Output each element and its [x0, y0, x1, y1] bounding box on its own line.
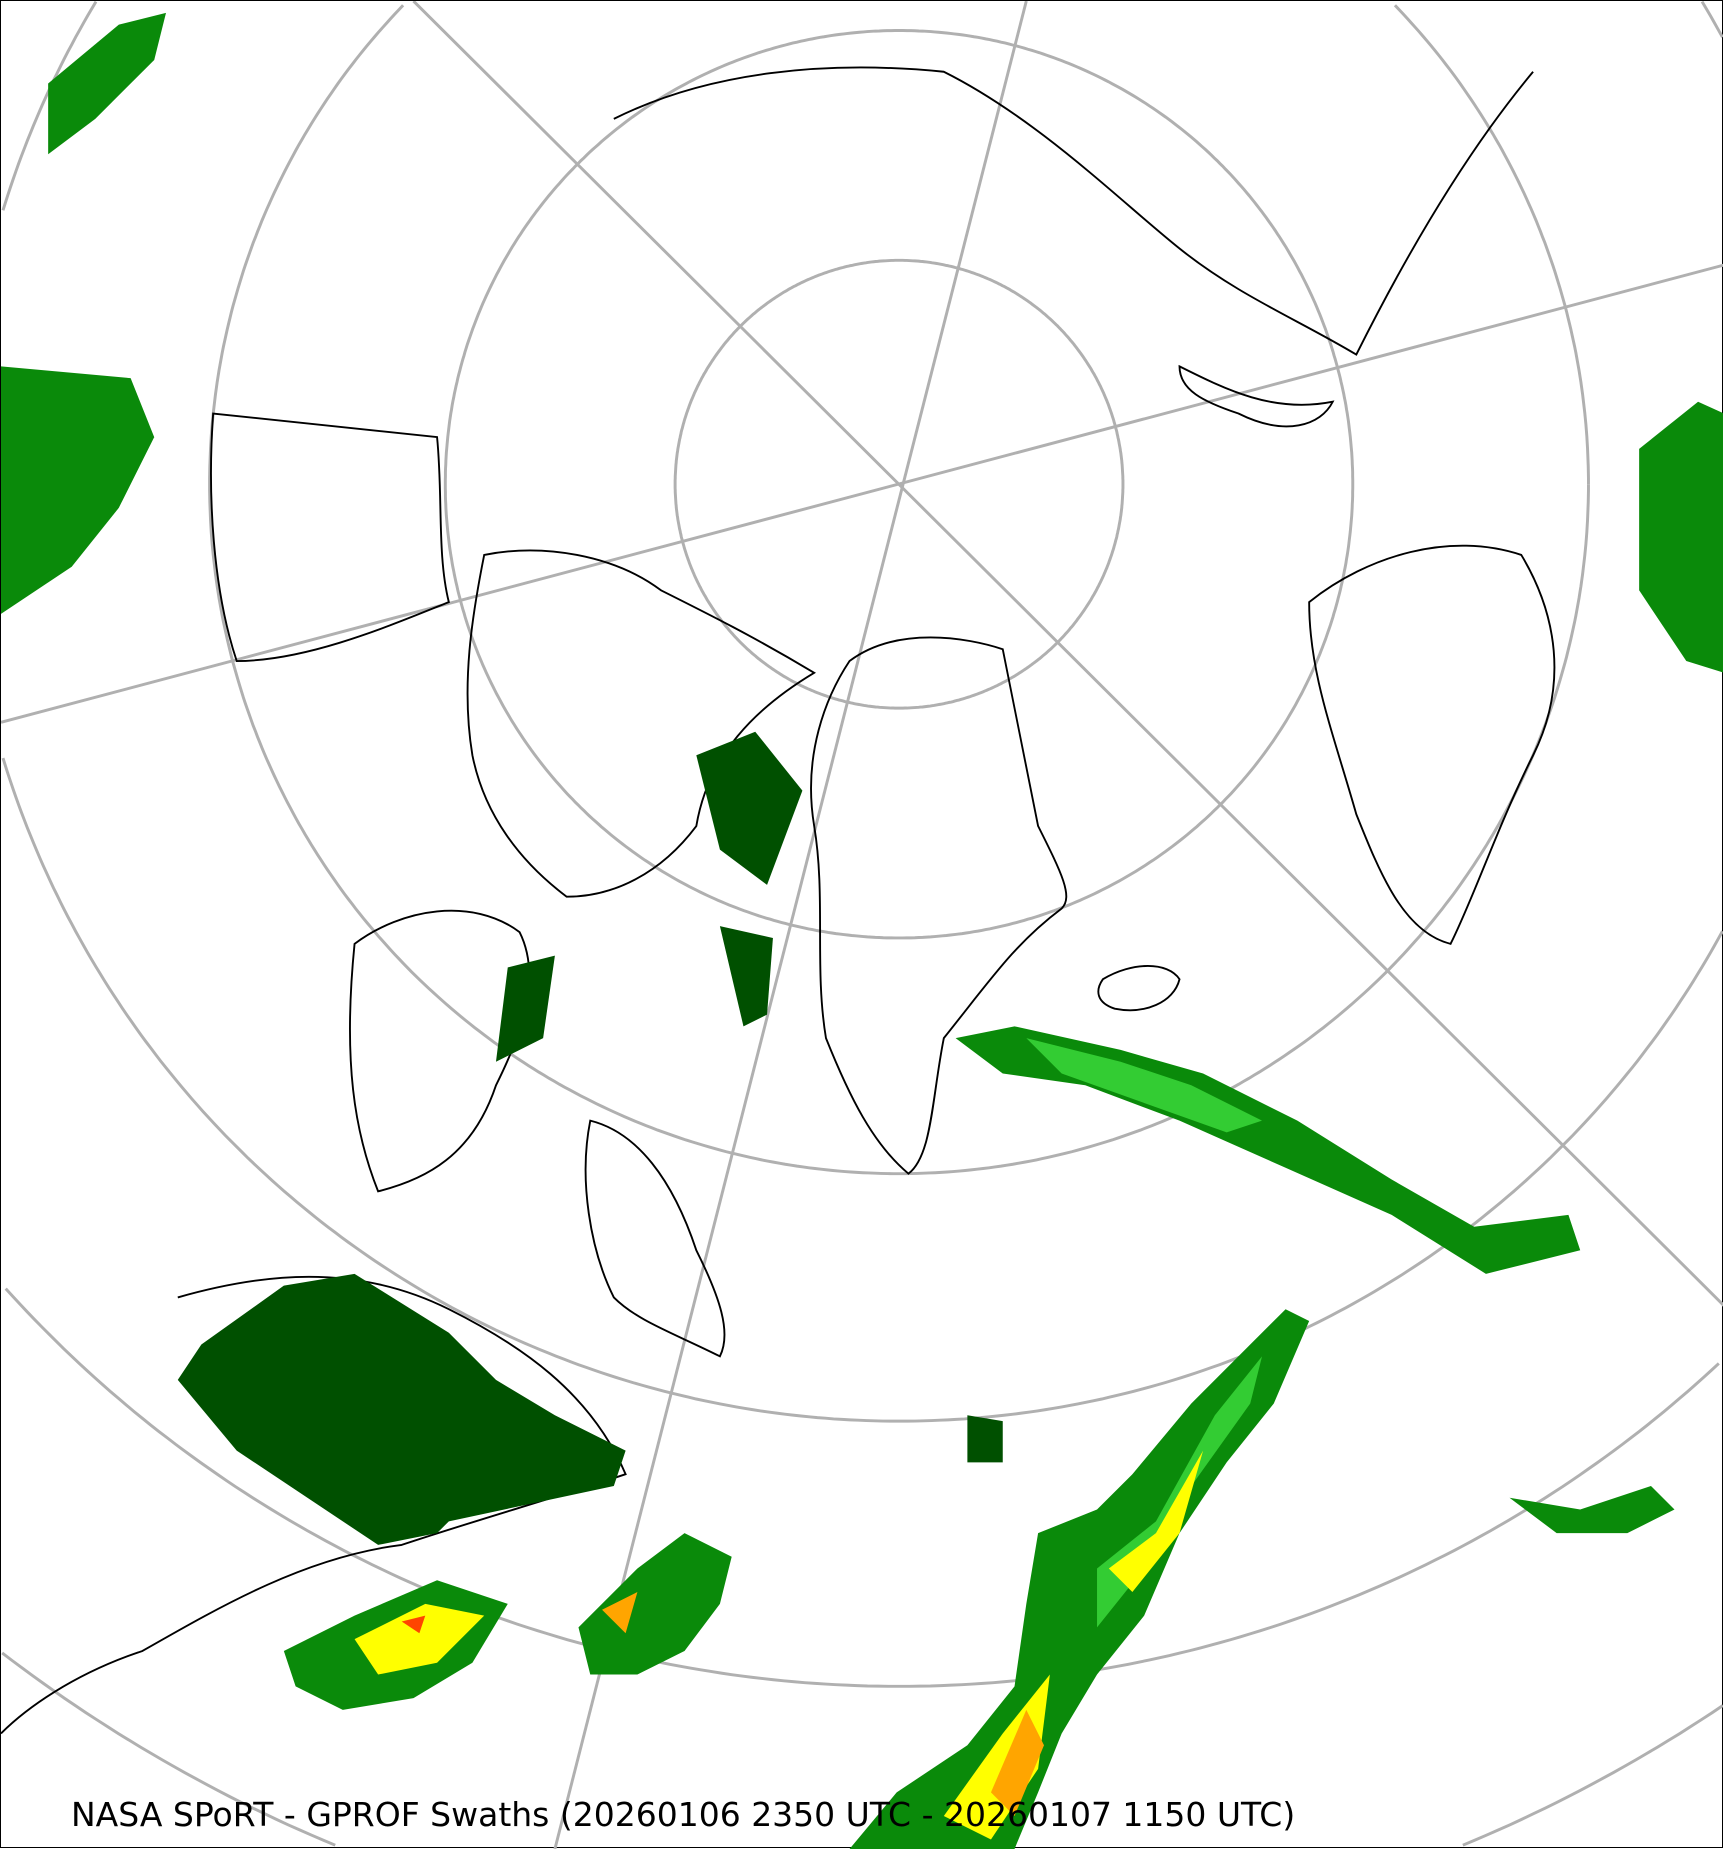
precip-area-precip-moderate: [955, 1026, 1581, 1274]
latitude-circle: [1, 1651, 336, 1847]
precip-area-precip-moderate: [1509, 1485, 1675, 1534]
precip-area-precip-moderate: [1, 366, 155, 614]
map-caption: NASA SPoRT - GPROF Swaths (20260106 2350…: [71, 1795, 1296, 1834]
meridian-line: [412, 1, 1723, 1307]
latitude-circle: [673, 258, 1125, 710]
precipitation-swaths: [1, 12, 1723, 1849]
precip-area-precip-very-high: [990, 1709, 1044, 1816]
alaska-coast: [210, 412, 450, 662]
novaya-zemlya-coast: [1178, 364, 1335, 428]
precip-area-precip-moderate: [849, 1309, 1310, 1849]
precip-area-precip-light: [967, 1415, 1003, 1463]
meridian-line: [1, 263, 1723, 724]
meridian-line: [553, 1, 1028, 1849]
siberia-coast: [613, 66, 1534, 356]
latitude-circle: [4, 1287, 1720, 1688]
precip-area-precip-light: [495, 955, 555, 1062]
precip-area-precip-extreme: [401, 1615, 426, 1634]
precip-area-precip-high: [354, 1603, 485, 1675]
precip-area-precip-heavier: [1026, 1038, 1263, 1133]
latitude-circle: [1462, 1704, 1723, 1847]
latitude-circle: [1393, 4, 1590, 485]
canadian-archipelago-coast: [466, 549, 817, 898]
precip-area-precip-light: [719, 926, 773, 1027]
precip-area-precip-high: [1108, 1450, 1204, 1593]
precip-area-precip-very-high: [602, 1592, 638, 1634]
precip-area-precip-moderate: [1639, 401, 1723, 673]
hudson-bay-coast: [349, 909, 531, 1193]
latitude-circle: [1, 757, 1723, 1423]
latitude-circle: [208, 4, 1590, 1176]
precip-area-precip-moderate: [48, 12, 166, 155]
iceland-coast: [1097, 965, 1181, 1012]
labrador-coast: [584, 1119, 726, 1358]
precip-area-precip-high: [943, 1674, 1050, 1840]
us-east-coast: [1, 1275, 627, 1735]
latitude-circle: [443, 29, 1355, 940]
precip-area-precip-light: [696, 731, 803, 885]
scandinavia-coast: [1308, 544, 1556, 945]
latitude-circle: [1, 1, 98, 211]
precip-area-precip-light: [177, 1273, 626, 1545]
coastlines: [1, 66, 1556, 1735]
latitude-circle: [1700, 1, 1723, 38]
precip-area-precip-moderate: [578, 1533, 732, 1675]
greenland-coast: [810, 636, 1068, 1175]
